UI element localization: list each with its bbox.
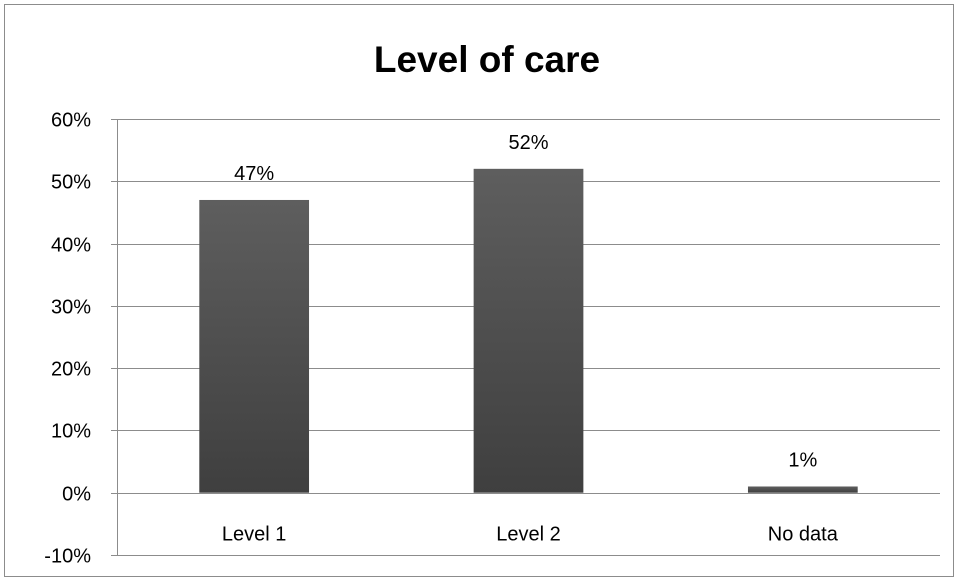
y-tick-label: 10% bbox=[51, 421, 91, 443]
x-category-labels: Level 1 Level 2 No data bbox=[222, 524, 839, 546]
y-tick-label: 50% bbox=[51, 172, 91, 194]
data-label: 47% bbox=[234, 163, 274, 185]
y-tick-label: 30% bbox=[51, 297, 91, 319]
y-tick-label: 0% bbox=[62, 484, 91, 506]
y-tick-label: 40% bbox=[51, 235, 91, 257]
data-label: 1% bbox=[788, 449, 817, 471]
bar-level-1 bbox=[199, 199, 310, 493]
data-labels: 47% 52% 1% bbox=[234, 132, 817, 472]
bars bbox=[199, 168, 858, 493]
chart-title: Level of care bbox=[374, 39, 600, 80]
y-tick-label: 20% bbox=[51, 359, 91, 381]
y-tick-labels: 60% 50% 40% 30% 20% 10% 0% -10% bbox=[44, 110, 91, 568]
y-tick-label: 60% bbox=[51, 110, 91, 132]
bar-level-2 bbox=[473, 168, 584, 493]
x-category-label: Level 1 bbox=[222, 524, 287, 546]
y-axis bbox=[111, 119, 118, 556]
y-tick-label: -10% bbox=[44, 546, 91, 568]
x-category-label: No data bbox=[768, 524, 839, 546]
bar-no-data bbox=[747, 486, 858, 493]
x-category-label: Level 2 bbox=[496, 524, 561, 546]
data-label: 52% bbox=[508, 132, 548, 154]
